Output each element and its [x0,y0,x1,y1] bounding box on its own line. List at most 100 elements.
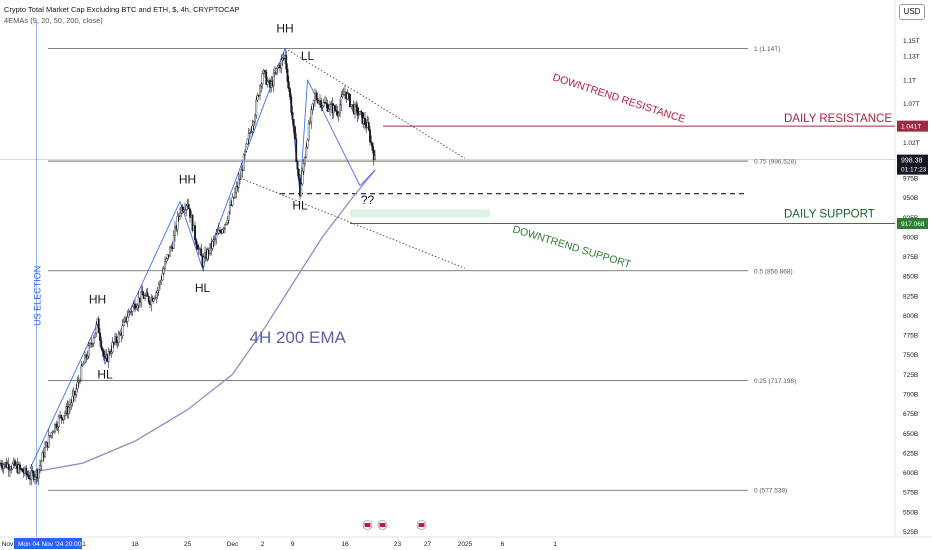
candle-body [214,238,216,241]
candle-body [52,431,55,433]
candle-body [81,364,84,366]
currency-button[interactable]: USD [899,4,925,20]
candle-body [309,121,311,124]
y-tick-label: 875B [903,254,918,261]
candle-body [160,279,163,283]
current-price-value: 998.38 [901,158,923,165]
x-tick-label: Nov [2,541,14,548]
candle-body [260,83,263,87]
candle-body [361,112,364,124]
candle-body [30,470,33,480]
candle-body [215,234,218,240]
candle-body [227,211,230,221]
candle-body [225,222,228,225]
daily-resistance-label: DAILY RESISTANCE [784,113,892,125]
candle-body [364,117,366,125]
candle-body [169,247,171,257]
candle-body [335,110,338,112]
candle-body [185,205,188,210]
x-tick-label: 18 [131,541,139,548]
resistance-price-tag: 1.041T [901,124,921,131]
candle-body [55,423,58,428]
candle-body [11,463,14,470]
candle-body [126,316,129,322]
candle-body [339,104,341,114]
candle-body [297,168,300,179]
candle-body [62,415,65,420]
candle-body [144,295,146,299]
y-tick-label: 550B [903,509,918,516]
candle-body [307,122,310,141]
candle-body [256,95,259,101]
candle-body [82,362,85,365]
candle-body [196,245,199,250]
indicator-legend[interactable]: 4EMAs (9, 20, 50, 200, close) [4,16,103,25]
y-tick-label: 1.1T [903,77,916,84]
y-tick-label: 825B [903,293,918,300]
candle-body [110,351,113,354]
candle-body [264,70,266,73]
candle-body [340,96,343,106]
candle-body [152,298,155,302]
candle-body [250,131,253,133]
candle-body [174,226,176,236]
candle-body [221,229,224,234]
candle-body [191,214,194,231]
candle-body [337,113,340,116]
candle-body [195,239,198,246]
candle-body [86,356,89,359]
candle-body [285,55,288,70]
candle-body [141,291,144,296]
candle-body [310,109,313,123]
y-tick-label: 600B [903,470,918,477]
candle-body [162,268,165,274]
x-tick-label: 2 [261,541,265,548]
candle-body [259,85,261,96]
candle-body [179,212,181,217]
y-tick-label: 1.07T [903,101,920,108]
y-tick-label: 1.13T [903,54,920,61]
candle-body [147,296,150,303]
candle-body [40,460,43,466]
candle-body [246,139,249,145]
y-tick-label: 1.15T [903,38,920,45]
candle-body [265,71,268,85]
candle-body [216,233,219,236]
candle-body [369,129,371,143]
candle-body [97,318,100,334]
x-tick-label: 9 [291,541,295,548]
candle-body [301,170,304,185]
candle-body [155,292,158,298]
candle-body [305,147,308,158]
candle-body [27,475,30,479]
candle-body [7,463,10,471]
candle-body [274,72,276,74]
support-price-tag: 917.068 [901,221,925,228]
candle-body [99,332,101,341]
x-tick-label: 6 [501,541,505,548]
y-tick-label: 525B [903,529,918,536]
candle-body [327,109,330,112]
candle-body [356,106,359,116]
candle-body [286,68,289,82]
candle-body [101,347,104,352]
candle-body [324,102,326,104]
candle-body [102,351,105,357]
candle-body [300,183,303,197]
candle-body [229,204,231,213]
candle-body [276,66,279,69]
swing-label: LL [301,49,315,63]
candle-body [211,241,214,249]
candle-body [165,258,168,262]
swing-label: HH [179,172,196,186]
x-tick-label: 23 [394,541,402,548]
candle-body [117,333,120,343]
candle-body [370,141,373,144]
candle-body [51,432,54,434]
x-tick-label: 2025 [458,541,473,548]
candle-body [287,81,290,89]
candle-body [321,105,324,108]
candle-body [245,143,248,152]
candle-body [156,290,159,294]
